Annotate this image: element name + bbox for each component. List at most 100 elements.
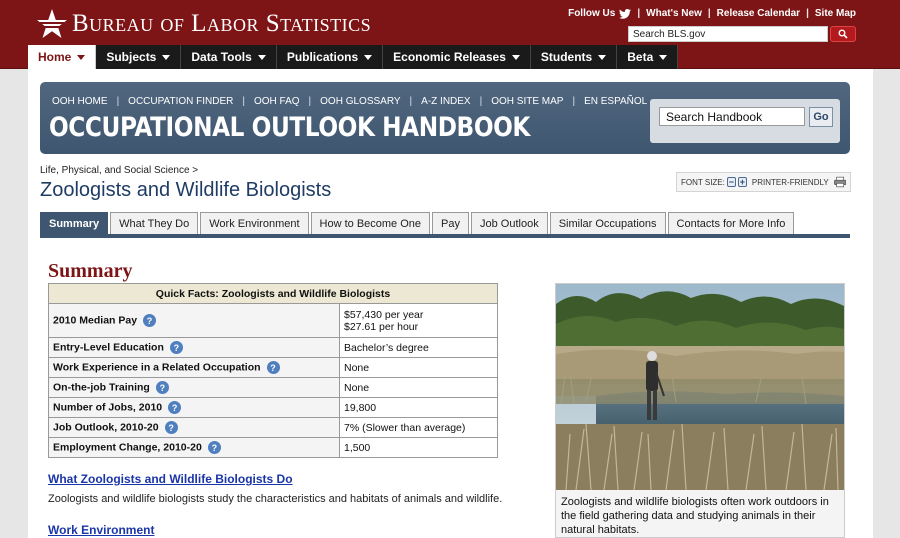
tab-summary[interactable]: Summary [40,212,109,235]
search-icon [838,29,848,39]
field-photo-image [556,284,844,490]
chevron-down-icon [511,54,520,60]
nav-label: Subjects [106,50,157,64]
row-label-text: Employment Change, 2010-20 [53,441,202,454]
help-icon[interactable]: ? [155,381,169,394]
bls-logo[interactable]: Bureau of Labor Statistics [36,6,371,42]
table-row: Number of Jobs, 2010? 19,800 [48,397,498,418]
logo-text: Bureau of Labor Statistics [72,10,372,37]
font-increase-icon[interactable]: + [737,177,747,187]
nav-data-tools[interactable]: Data Tools [181,45,277,69]
photo-box: Zoologists and wildlife biologists often… [555,283,845,538]
nav-label: Home [38,50,72,64]
whats-new-link[interactable]: What's New [646,8,702,19]
median-pay-year: $57,430 per year [344,308,424,321]
separator: | [116,96,120,107]
nav-label: Students [540,50,593,64]
handbook-go-button[interactable]: Go [809,107,833,127]
row-label: On-the-job Training? [48,377,340,398]
chevron-down-icon [659,54,668,60]
bls-search-button[interactable] [830,26,856,42]
section-heading: Summary [48,260,133,282]
table-row: Entry-Level Education? Bachelor’s degree [48,337,498,358]
what-they-do-link[interactable]: What Zoologists and Wildlife Biologists … [48,472,293,486]
tab-similar-occupations[interactable]: Similar Occupations [549,212,666,235]
printer-icon[interactable] [833,176,846,188]
row-value: 1,500 [339,437,498,458]
follow-us-link[interactable]: Follow Us [568,8,616,19]
row-label: Number of Jobs, 2010? [48,397,340,418]
site-header: Bureau of Labor Statistics Follow Us | W… [0,0,900,69]
breadcrumb[interactable]: Life, Physical, and Social Science > [40,165,199,176]
tab-what-they-do[interactable]: What They Do [110,212,199,235]
ooh-glossary-link[interactable]: OOH GLOSSARY [320,96,401,107]
star-logo-icon [37,9,67,38]
nav-label: Data Tools [191,50,252,64]
row-label-text: Job Outlook, 2010-20 [53,421,159,434]
separator: | [479,96,483,107]
nav-students[interactable]: Students [530,45,618,69]
row-label: Entry-Level Education? [48,337,340,358]
help-icon[interactable]: ? [207,441,221,454]
bls-search-input[interactable]: Search BLS.gov [628,26,828,42]
row-label: Job Outlook, 2010-20? [48,417,340,438]
release-calendar-link[interactable]: Release Calendar [716,8,801,19]
twitter-icon[interactable] [619,8,632,19]
tab-contacts[interactable]: Contacts for More Info [667,212,795,235]
ooh-banner: OOH HOME | OCCUPATION FINDER | OOH FAQ | OO… [40,82,850,154]
occupation-finder-link[interactable]: OCCUPATION FINDER [128,96,234,107]
handbook-search: Search Handbook Go [650,99,840,143]
help-icon[interactable]: ? [164,421,178,434]
site-map-link[interactable]: Site Map [814,8,856,19]
row-label: Work Experience in a Related Occupation? [48,357,340,378]
page-tools: FONT SIZE: − + PRINTER-FRIENDLY [676,172,851,192]
row-label-text: On-the-job Training [53,381,150,394]
photo-caption: Zoologists and wildlife biologists often… [561,496,829,536]
chevron-down-icon [364,54,373,60]
nav-label: Beta [627,50,654,64]
chevron-down-icon [257,54,266,60]
help-icon[interactable]: ? [169,341,183,354]
row-label-text: Work Experience in a Related Occupation [53,361,261,374]
work-environment-link[interactable]: Work Environment [48,523,155,537]
separator: | [806,8,809,19]
font-decrease-icon[interactable]: − [726,177,736,187]
row-value: None [339,377,498,398]
help-icon[interactable]: ? [266,361,280,374]
row-label: 2010 Median Pay? [48,303,340,338]
nav-label: Publications [286,50,359,64]
ooh-home-link[interactable]: OOH HOME [52,96,108,107]
tab-pay[interactable]: Pay [432,212,469,235]
chevron-down-icon [77,54,86,60]
row-label-text: Entry-Level Education [53,341,164,354]
nav-beta[interactable]: Beta [617,45,679,69]
handbook-search-input[interactable]: Search Handbook [659,107,805,126]
tab-job-outlook[interactable]: Job Outlook [471,212,548,235]
top-links: Follow Us | What's New | Release Calenda… [568,8,856,19]
table-row: On-the-job Training? None [48,377,498,398]
separator: | [572,96,576,107]
row-label-text: Number of Jobs, 2010 [53,401,163,414]
help-icon[interactable]: ? [168,401,182,414]
nav-home[interactable]: Home [28,45,97,69]
a-z-index-link[interactable]: A-Z INDEX [421,96,471,107]
separator: | [242,96,245,107]
nav-publications[interactable]: Publications [276,45,384,69]
separator: | [308,96,312,107]
chevron-down-icon [162,54,171,60]
ooh-faq-link[interactable]: OOH FAQ [253,96,300,107]
nav-label: Economic Releases [393,50,506,64]
printer-friendly-link[interactable]: PRINTER-FRIENDLY [751,177,829,187]
nav-economic-releases[interactable]: Economic Releases [383,45,531,69]
tab-work-environment[interactable]: Work Environment [200,212,309,235]
ooh-nav: OOH HOME | OCCUPATION FINDER | OOH FAQ | OO… [52,96,647,107]
quick-facts-table: Quick Facts: Zoologists and Wildlife Bio… [48,283,498,458]
help-icon[interactable]: ? [143,314,157,327]
en-espanol-link[interactable]: EN ESPAÑOL [584,96,648,107]
row-value: 7% (Slower than average) [339,417,498,438]
tab-how-to-become-one[interactable]: How to Become One [310,212,431,235]
ooh-title[interactable]: OCCUPATIONAL OUTLOOK HANDBOOK [49,112,531,143]
row-value: 19,800 [339,397,498,418]
ooh-site-map-link[interactable]: OOH SITE MAP [491,96,564,107]
nav-subjects[interactable]: Subjects [96,45,182,69]
